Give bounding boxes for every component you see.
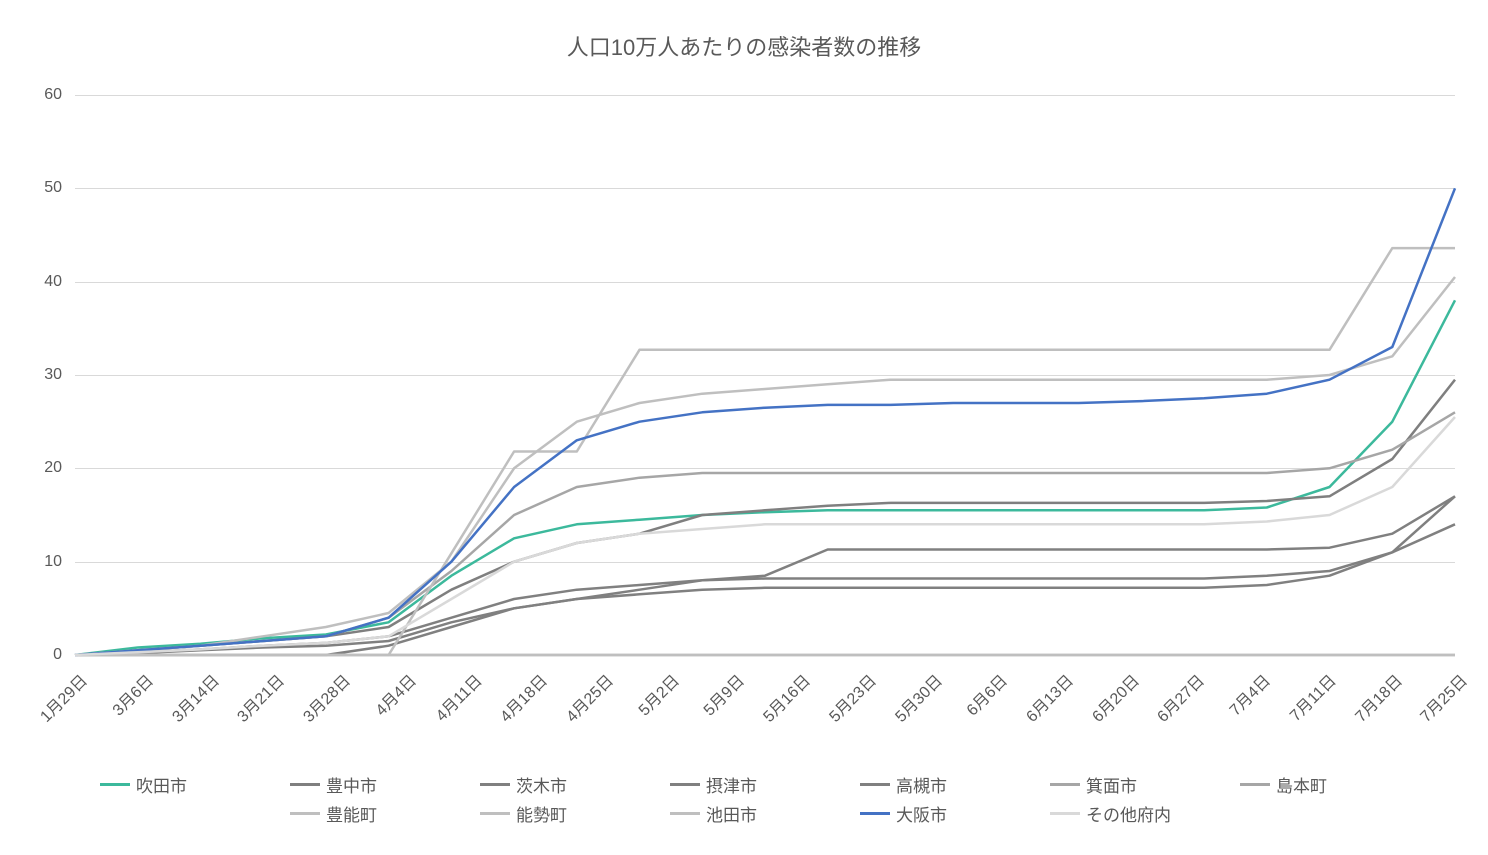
legend-swatch xyxy=(860,812,890,815)
y-axis: 0102030405060 xyxy=(20,95,70,655)
series-line xyxy=(75,277,1455,655)
legend-label: 豊中市 xyxy=(326,772,377,797)
legend: 吹田市 豊中市 茨木市 摂津市 高槻市 箕面市 島本町豊能町 能勢町 池田市 大阪市 その他府内 xyxy=(75,770,1455,828)
series-line xyxy=(75,248,1455,655)
series-line xyxy=(75,380,1455,655)
legend-label: その他府内 xyxy=(1086,801,1171,826)
x-tick-label: 4月4日 xyxy=(368,668,420,720)
x-tick-label: 5月2日 xyxy=(631,668,683,720)
x-tick-label: 1月29日 xyxy=(33,668,91,726)
x-tick-label: 3月6日 xyxy=(105,668,157,720)
legend-label: 茨木市 xyxy=(516,772,567,797)
chart-title: 人口10万人あたりの感染者数の推移 xyxy=(20,20,1468,82)
legend-swatch xyxy=(480,812,510,815)
x-tick-label: 5月30日 xyxy=(888,668,946,726)
x-tick-label: 5月23日 xyxy=(822,668,880,726)
x-tick-label: 7月25日 xyxy=(1413,668,1471,726)
x-tick-label: 3月28日 xyxy=(296,668,354,726)
legend-label: 島本町 xyxy=(1276,772,1327,797)
legend-item: 高槻市 xyxy=(860,770,1050,799)
y-tick-label: 60 xyxy=(44,86,62,104)
x-tick-label: 4月11日 xyxy=(429,668,487,726)
x-tick-label: 6月13日 xyxy=(1019,668,1077,726)
y-tick-label: 0 xyxy=(53,646,62,664)
legend-swatch xyxy=(100,783,130,786)
plot-area xyxy=(75,95,1455,655)
x-tick-label: 3月21日 xyxy=(231,668,289,726)
x-tick-label: 7月18日 xyxy=(1348,668,1406,726)
legend-item: 吹田市 xyxy=(100,770,290,799)
series-line xyxy=(75,417,1455,655)
legend-label: 高槻市 xyxy=(896,772,947,797)
legend-label: 箕面市 xyxy=(1086,772,1137,797)
legend-item: 大阪市 xyxy=(860,799,1050,828)
legend-item: 能勢町 xyxy=(480,799,670,828)
legend-swatch xyxy=(860,783,890,786)
y-tick-label: 30 xyxy=(44,366,62,384)
y-tick-label: 20 xyxy=(44,459,62,477)
legend-item: 摂津市 xyxy=(670,770,860,799)
legend-item: 島本町 xyxy=(1240,770,1430,799)
legend-swatch xyxy=(670,783,700,786)
x-tick-label: 3月14日 xyxy=(165,668,223,726)
series-line xyxy=(75,300,1455,655)
legend-swatch xyxy=(290,783,320,786)
legend-label: 吹田市 xyxy=(136,772,187,797)
x-tick-label: 7月4日 xyxy=(1223,668,1275,720)
legend-item: その他府内 xyxy=(1050,799,1240,828)
x-tick-label: 4月25日 xyxy=(559,668,617,726)
x-tick-label: 4月18日 xyxy=(493,668,551,726)
x-tick-label: 6月20日 xyxy=(1085,668,1143,726)
y-tick-label: 10 xyxy=(44,553,62,571)
series-line xyxy=(75,412,1455,655)
legend-item: 池田市 xyxy=(670,799,860,828)
legend-swatch xyxy=(290,812,320,815)
legend-label: 池田市 xyxy=(706,801,757,826)
x-tick-label: 5月16日 xyxy=(756,668,814,726)
legend-label: 摂津市 xyxy=(706,772,757,797)
legend-label: 豊能町 xyxy=(326,801,377,826)
x-tick-label: 5月9日 xyxy=(697,668,749,720)
chart-container: 人口10万人あたりの感染者数の推移 0 10 20 30 40 50 60 1月29日 3月6… xyxy=(20,20,1468,835)
legend-swatch xyxy=(670,812,700,815)
legend-item: 箕面市 xyxy=(1050,770,1240,799)
legend-item: 豊中市 xyxy=(290,770,480,799)
legend-item: 茨木市 xyxy=(480,770,670,799)
legend-swatch xyxy=(1240,783,1270,786)
x-tick-label: 7月11日 xyxy=(1283,668,1341,726)
y-tick-label: 40 xyxy=(44,273,62,291)
series-line xyxy=(75,524,1455,655)
legend-item: 豊能町 xyxy=(290,799,480,828)
chart-svg xyxy=(75,95,1455,655)
legend-label: 能勢町 xyxy=(516,801,567,826)
legend-swatch xyxy=(1050,783,1080,786)
y-tick-label: 50 xyxy=(44,179,62,197)
legend-label: 大阪市 xyxy=(896,801,947,826)
legend-swatch xyxy=(1050,812,1080,815)
x-tick-label: 6月27日 xyxy=(1151,668,1209,726)
x-axis: 1月29日3月6日3月14日3月21日3月28日4月4日4月11日4月18日4月… xyxy=(75,660,1455,760)
x-tick-label: 6月6日 xyxy=(960,668,1012,720)
legend-swatch xyxy=(480,783,510,786)
